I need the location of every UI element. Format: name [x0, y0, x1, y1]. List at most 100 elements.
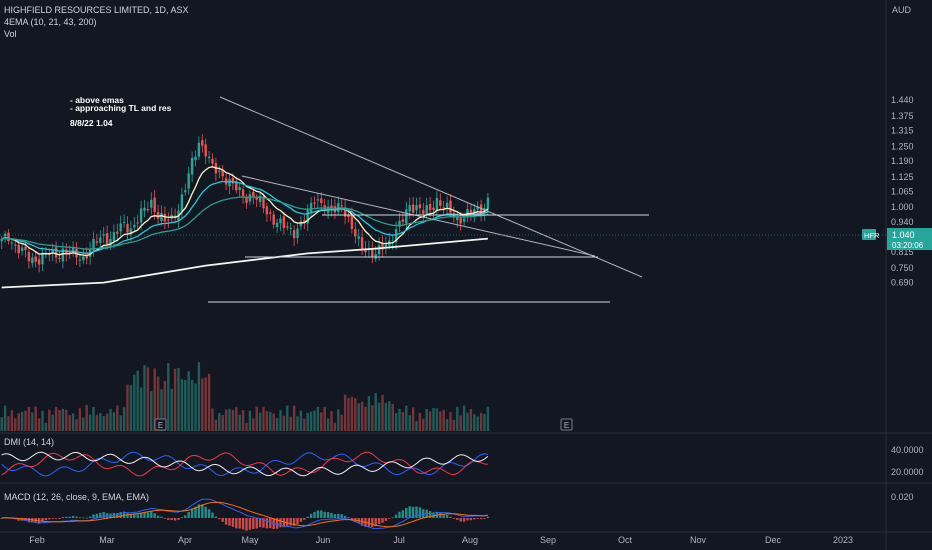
candle-body[interactable]	[299, 221, 303, 227]
candle-body[interactable]	[139, 208, 143, 223]
time-axis[interactable]: Feb Mar Apr May Jun Jul Aug Sep Oct Nov Dec 2023	[29, 535, 853, 545]
candle-body[interactable]	[133, 224, 136, 228]
candle-body[interactable]	[51, 249, 54, 254]
trendline-lower[interactable]	[241, 175, 596, 257]
candle-body[interactable]	[405, 209, 408, 224]
candle-body[interactable]	[286, 226, 289, 228]
candle-body[interactable]	[449, 200, 452, 213]
candle-body[interactable]	[418, 204, 422, 209]
candle-body[interactable]	[255, 197, 258, 200]
trendline-upper[interactable]	[219, 96, 643, 278]
candle-body[interactable]	[415, 205, 418, 211]
candle-body[interactable]	[439, 200, 442, 206]
candle-body[interactable]	[187, 173, 190, 189]
candle-body[interactable]	[41, 252, 44, 265]
candle-body[interactable]	[422, 210, 425, 214]
candle-body[interactable]	[432, 207, 435, 211]
candle-body[interactable]	[136, 222, 139, 224]
candle-body[interactable]	[275, 222, 279, 228]
candle-body[interactable]	[245, 197, 248, 203]
candle-body[interactable]	[466, 209, 469, 217]
candle-body[interactable]	[445, 202, 449, 208]
candle-body[interactable]	[289, 227, 292, 229]
candle-body[interactable]	[20, 247, 24, 251]
candle-body[interactable]	[364, 248, 367, 253]
candle-body[interactable]	[309, 203, 313, 213]
candle-body[interactable]	[411, 204, 415, 213]
last-price-tag[interactable]: HFR 1.040 03:20:06	[862, 228, 932, 250]
candle-body[interactable]	[10, 242, 14, 244]
candle-body[interactable]	[0, 238, 3, 242]
candle-body[interactable]	[207, 156, 211, 159]
candle-body[interactable]	[197, 142, 201, 157]
candle-body[interactable]	[82, 256, 85, 261]
candle-body[interactable]	[316, 199, 320, 201]
candle-body[interactable]	[143, 207, 146, 211]
candle-body[interactable]	[180, 194, 184, 212]
price-axis[interactable]: 1.440 1.375 1.315 1.250 1.190 1.125 1.065 1.000…	[891, 95, 914, 287]
candle-body[interactable]	[296, 228, 299, 239]
candle-body[interactable]	[476, 206, 479, 210]
candle-body[interactable]	[156, 212, 160, 219]
candle-body[interactable]	[95, 241, 99, 243]
candle-body[interactable]	[92, 238, 95, 251]
candle-body[interactable]	[68, 251, 71, 254]
candle-body[interactable]	[112, 232, 116, 242]
candle-body[interactable]	[306, 209, 309, 224]
candle-body[interactable]	[425, 205, 428, 216]
candle-body[interactable]	[347, 215, 350, 218]
candle-body[interactable]	[211, 158, 214, 164]
candle-body[interactable]	[146, 209, 150, 211]
candle-body[interactable]	[269, 212, 272, 214]
candle-body[interactable]	[218, 170, 221, 172]
candle-body[interactable]	[394, 229, 398, 243]
candle-body[interactable]	[129, 228, 133, 235]
event-marker[interactable]: E	[560, 418, 573, 431]
candle-body[interactable]	[377, 245, 381, 255]
candle-body[interactable]	[78, 259, 82, 261]
candle-body[interactable]	[279, 218, 282, 224]
candle-body[interactable]	[231, 177, 235, 184]
candle-body[interactable]	[163, 213, 167, 222]
candle-body[interactable]	[252, 191, 255, 198]
candle-body[interactable]	[303, 220, 306, 222]
candle-body[interactable]	[167, 219, 170, 221]
candle-body[interactable]	[31, 257, 34, 264]
candle-body[interactable]	[153, 197, 156, 212]
candle-body[interactable]	[398, 220, 401, 227]
candle-body[interactable]	[258, 195, 262, 203]
candle-body[interactable]	[37, 259, 41, 265]
candle-body[interactable]	[58, 257, 61, 259]
candle-body[interactable]	[469, 209, 473, 214]
candle-body[interactable]	[99, 237, 102, 243]
candle-body[interactable]	[3, 233, 7, 237]
candle-body[interactable]	[401, 219, 405, 222]
candle-body[interactable]	[34, 256, 37, 262]
candle-body[interactable]	[105, 233, 109, 245]
candle-body[interactable]	[384, 244, 388, 248]
candle-body[interactable]	[428, 204, 432, 211]
candle-body[interactable]	[262, 196, 265, 209]
candle-body[interactable]	[122, 221, 126, 223]
candle-body[interactable]	[7, 232, 10, 242]
candle-body[interactable]	[160, 212, 163, 222]
candle-body[interactable]	[462, 218, 466, 222]
candle-body[interactable]	[442, 207, 445, 209]
candle-body[interactable]	[381, 242, 384, 250]
candle-body[interactable]	[85, 254, 88, 259]
candle-body[interactable]	[265, 206, 269, 215]
candle-body[interactable]	[483, 208, 486, 214]
candle-body[interactable]	[241, 189, 245, 197]
candle-body[interactable]	[24, 246, 27, 251]
candle-body[interactable]	[272, 214, 275, 225]
candle-body[interactable]	[374, 253, 377, 259]
candle-body[interactable]	[150, 199, 153, 208]
candle-body[interactable]	[282, 216, 286, 229]
candle-body[interactable]	[459, 218, 462, 224]
candle-body[interactable]	[354, 229, 357, 237]
candle-body[interactable]	[17, 244, 20, 254]
candle-body[interactable]	[486, 197, 490, 210]
candle-body[interactable]	[320, 198, 323, 204]
candle-body[interactable]	[408, 205, 411, 212]
